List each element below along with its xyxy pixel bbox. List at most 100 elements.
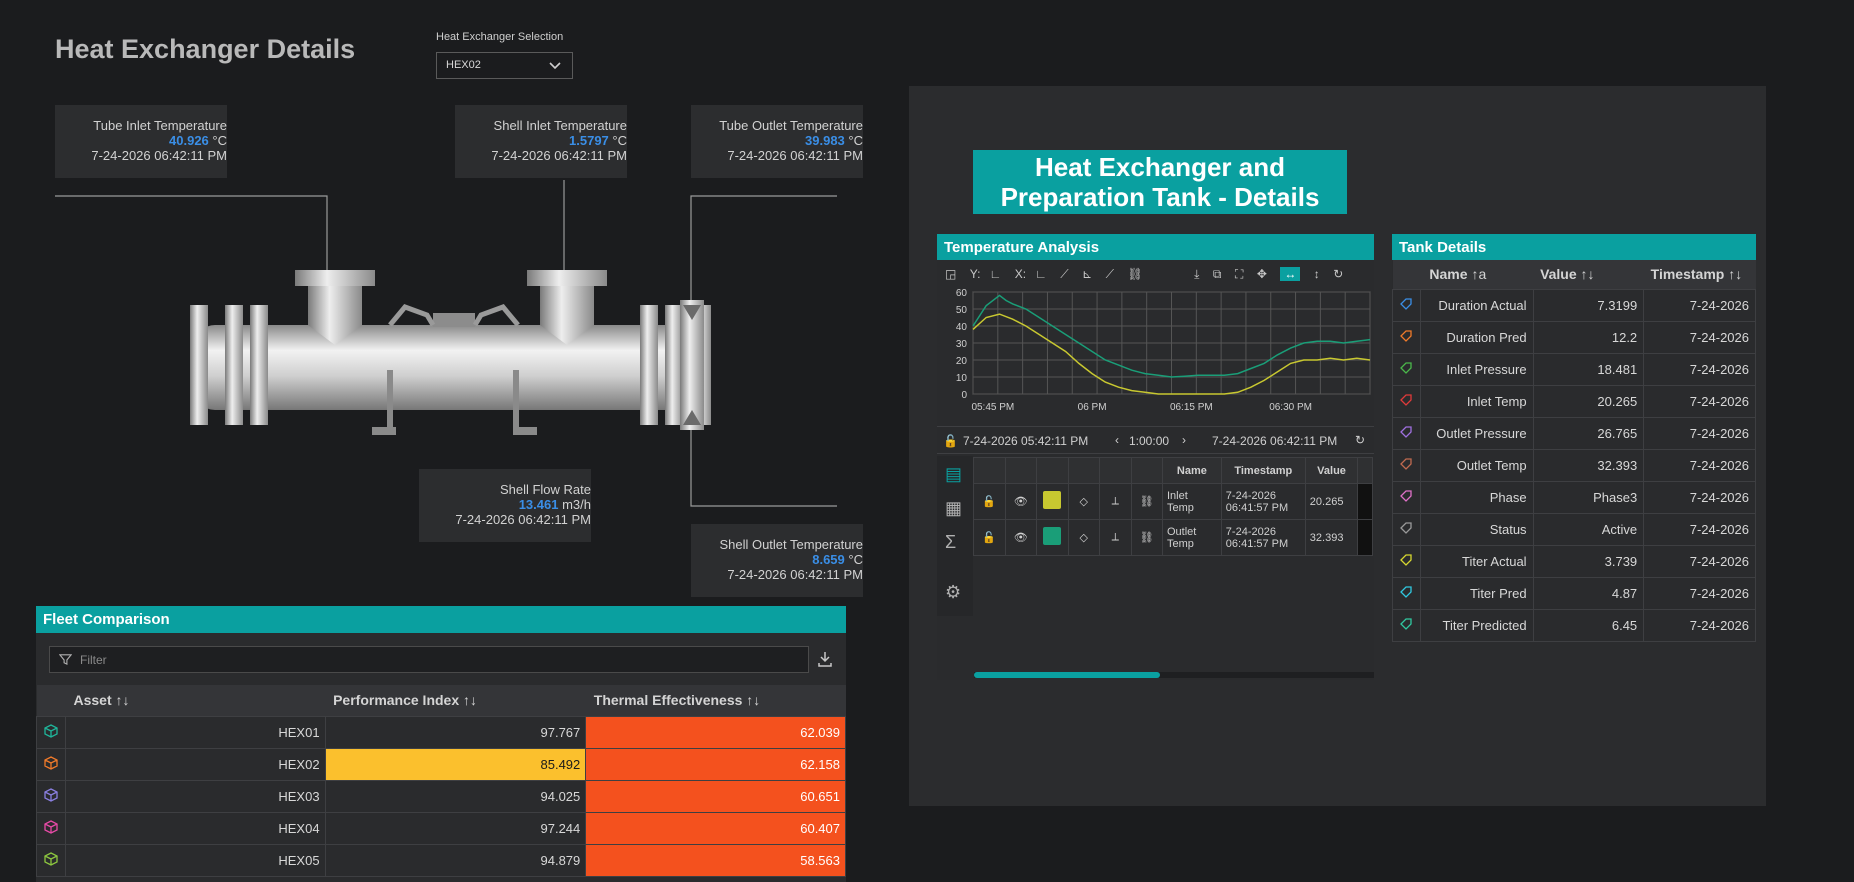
legend-table: Name Timestamp Value 🔓 👁 ◇ ⟂ ⛓ Inlet Temp 7-24-… — [973, 457, 1373, 556]
y-tick-label: 60 — [956, 288, 968, 299]
table-row[interactable]: Inlet Temp 20.265 7-24-2026 — [1392, 384, 1756, 418]
asset-icon-cell — [36, 715, 66, 749]
chart-view-icon[interactable]: ▦ — [945, 498, 963, 518]
y-tick-label: 10 — [956, 373, 968, 384]
legend-row[interactable]: 🔓 👁 ◇ ⟂ ⛓ Inlet Temp 7-24-2026 06:41:57 PM 20.265 — [973, 483, 1373, 520]
table-row[interactable]: Outlet Temp 32.393 7-24-2026 — [1392, 448, 1756, 482]
lock-icon-cell[interactable]: 🔓 — [973, 483, 1006, 520]
link-icon-cell[interactable]: ⛓ — [1130, 519, 1163, 556]
prev-range-icon[interactable]: ‹ — [1115, 433, 1119, 447]
tank-col-timestamp[interactable]: Timestamp ↑↓ — [1643, 260, 1756, 289]
reset-icon[interactable]: ↻ — [1333, 267, 1344, 281]
swatch-cell[interactable] — [1036, 483, 1069, 520]
color-swatch[interactable] — [1043, 527, 1062, 545]
tank-value-cell: 26.765 — [1532, 416, 1645, 450]
x-axis-icon[interactable]: ∟ — [1035, 267, 1047, 281]
tag-icon — [1400, 329, 1413, 342]
tank-col-value[interactable]: Value ↑↓ — [1533, 260, 1644, 289]
pan-icon[interactable]: ✥ — [1256, 267, 1267, 281]
table-row[interactable]: Duration Pred 12.2 7-24-2026 — [1392, 320, 1756, 354]
lock-icon[interactable]: 🔓 — [982, 532, 997, 544]
export-icon[interactable]: ⤓ — [1194, 267, 1200, 281]
y-tick-label: 50 — [956, 305, 968, 316]
link-icon[interactable]: ⛓ — [1127, 267, 1143, 281]
tank-details-title: Tank Details — [1392, 234, 1756, 260]
heat-exchanger-select[interactable]: HEX02 — [436, 52, 573, 79]
range-start[interactable]: 7-24-2026 05:42:11 PM — [963, 434, 1089, 448]
shell-flow-value: 13.461 — [518, 497, 559, 512]
col-header-thermal[interactable]: Thermal Effectiveness ↑↓ — [585, 685, 846, 716]
tag-icon — [1400, 361, 1413, 374]
table-row[interactable]: Titer Predicted 6.45 7-24-2026 — [1392, 608, 1756, 642]
tank-value-cell: 4.87 — [1532, 576, 1645, 610]
table-row[interactable]: Status Active 7-24-2026 — [1392, 512, 1756, 546]
legend-view-icon[interactable]: ▤ — [945, 464, 963, 484]
lock-icon[interactable]: 🔓 — [982, 496, 997, 508]
thermal-cell: 58.563 — [585, 843, 846, 877]
pin-icon[interactable]: ⟂ — [1111, 531, 1119, 543]
axis-icon[interactable]: ⊾ — [1082, 267, 1093, 281]
tank-timestamp-cell: 7-24-2026 — [1643, 320, 1756, 354]
pin-icon[interactable]: ⟂ — [1111, 495, 1119, 507]
selection-label: Heat Exchanger Selection — [436, 31, 564, 43]
col-header-performance[interactable]: Performance Index ↑↓ — [325, 685, 586, 716]
tank-col-name[interactable]: Name ↑a — [1420, 260, 1534, 289]
table-row[interactable]: Duration Actual 7.3199 7-24-2026 — [1392, 288, 1756, 322]
range-duration[interactable]: 1:00:00 — [1129, 434, 1170, 448]
table-row[interactable]: Phase Phase3 7-24-2026 — [1392, 480, 1756, 514]
link-icon[interactable]: ⛓ — [1139, 496, 1154, 508]
next-range-icon[interactable]: › — [1182, 433, 1186, 447]
table-row[interactable]: HEX01 97.767 62.039 — [36, 715, 846, 749]
pin-icon-cell[interactable]: ⟂ — [1099, 483, 1132, 520]
fullscreen-icon[interactable]: ⛶ — [1234, 267, 1244, 281]
tag-icon-cell[interactable]: ◇ — [1067, 519, 1100, 556]
fleet-filter-input[interactable]: Filter — [49, 646, 809, 673]
lock-icon[interactable]: 🔓 — [943, 434, 958, 448]
legend-ts-2: 06:41:57 PM — [1225, 501, 1289, 514]
col-header-asset[interactable]: Asset ↑↓ — [65, 685, 326, 716]
y-axis-icon[interactable]: ∟ — [989, 267, 1002, 281]
chart-type-icon[interactable]: ◲ — [945, 267, 957, 281]
table-row[interactable]: HEX02 85.492 62.158 — [36, 747, 846, 781]
eye-icon[interactable]: 👁 — [1013, 532, 1028, 544]
asset-cell: HEX04 — [64, 811, 326, 845]
range-end[interactable]: 7-24-2026 06:42:11 PM — [1212, 434, 1338, 448]
table-row[interactable]: Outlet Pressure 26.765 7-24-2026 — [1392, 416, 1756, 450]
table-row[interactable]: HEX03 94.025 60.651 — [36, 779, 846, 813]
link-icon[interactable]: ⛓ — [1139, 532, 1154, 544]
tag-icon-cell — [1392, 416, 1421, 450]
temperature-chart[interactable]: 0 10 20 30 40 50 60 05:45 PM 06 PM 06:15 PM 06:30 … — [937, 286, 1374, 416]
sum-icon[interactable]: Σ — [945, 532, 957, 552]
settings-gear-icon[interactable]: ⚙ — [945, 582, 962, 602]
eye-icon-cell[interactable]: 👁 — [1004, 519, 1037, 556]
tank-name-cell: Duration Pred — [1419, 320, 1534, 354]
table-row[interactable]: Inlet Pressure 18.481 7-24-2026 — [1392, 352, 1756, 386]
fleet-comparison-title: Fleet Comparison — [36, 606, 846, 633]
legend-name-1: Outlet — [1167, 525, 1197, 538]
trend-icon[interactable]: ⟋ — [1060, 267, 1069, 281]
link-icon-cell[interactable]: ⛓ — [1130, 483, 1163, 520]
tag-icon-cell[interactable]: ◇ — [1067, 483, 1100, 520]
legend-scrollbar[interactable] — [974, 672, 1374, 678]
table-row[interactable]: HEX04 97.244 60.407 — [36, 811, 846, 845]
legend-row[interactable]: 🔓 👁 ◇ ⟂ ⛓ Outlet Temp 7-24-2026 06:41:57 PM 32.39… — [973, 519, 1373, 556]
shell-inlet-time: 7-24-2026 06:42:11 PM — [491, 148, 627, 163]
pin-icon-cell[interactable]: ⟂ — [1099, 519, 1132, 556]
refresh-icon[interactable]: ↻ — [1355, 433, 1366, 447]
scrollbar-thumb[interactable] — [974, 672, 1160, 678]
eye-icon-cell[interactable]: 👁 — [1004, 483, 1037, 520]
snapshot-icon[interactable]: ⧉ — [1212, 267, 1222, 281]
table-row[interactable]: Titer Actual 3.739 7-24-2026 — [1392, 544, 1756, 578]
table-row[interactable]: HEX05 94.879 58.563 — [36, 843, 846, 877]
tag-icon[interactable]: ◇ — [1079, 532, 1088, 544]
lock-icon-cell[interactable]: 🔓 — [973, 519, 1006, 556]
scale-icon[interactable]: ⟋ — [1105, 267, 1115, 281]
zoom-x-icon[interactable]: ↔ — [1280, 267, 1301, 281]
color-swatch[interactable] — [1043, 491, 1062, 509]
table-row[interactable]: Titer Pred 4.87 7-24-2026 — [1392, 576, 1756, 610]
download-icon[interactable] — [816, 650, 834, 668]
zoom-y-icon[interactable]: ↕ — [1313, 267, 1320, 281]
eye-icon[interactable]: 👁 — [1013, 496, 1028, 508]
tag-icon[interactable]: ◇ — [1079, 496, 1088, 508]
swatch-cell[interactable] — [1036, 519, 1069, 556]
